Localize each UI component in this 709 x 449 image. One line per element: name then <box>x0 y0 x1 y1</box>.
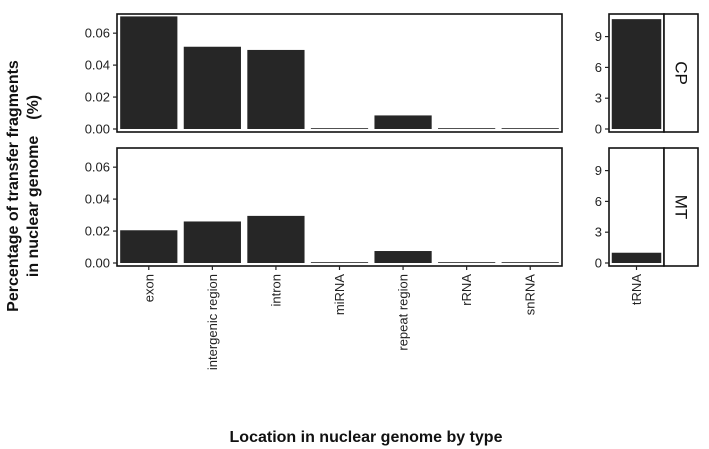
y-tick-label: 0.06 <box>85 26 110 41</box>
bar-cp-intergenic-region <box>183 46 241 129</box>
bar-mt-exon <box>120 230 178 263</box>
x-tick-label: intergenic region <box>205 274 220 370</box>
facet-strip-cp <box>663 13 699 133</box>
y-tick-label: 0.02 <box>85 224 110 239</box>
y-tick-label: 6 <box>595 60 602 75</box>
chart-panels <box>116 13 665 267</box>
bar-mt-miRNA <box>310 262 369 263</box>
y-tick-label: 3 <box>595 91 602 106</box>
x-tick-label: intron <box>268 274 283 307</box>
bar-mt-intron <box>247 215 305 263</box>
bar-cp-exon <box>120 16 178 129</box>
bar-mt-intergenic-region <box>183 221 241 263</box>
bar-mt-tRNA <box>611 252 662 263</box>
bar-mt-repeat-region <box>374 251 432 263</box>
y-tick-label: 0.04 <box>85 192 110 207</box>
bar-cp-rRNA <box>438 128 496 129</box>
x-axis-title: Location in nuclear genome by type <box>230 429 503 446</box>
bar-cp-tRNA <box>611 19 662 130</box>
facet-strip-label: CP <box>672 61 691 85</box>
y-axis-title-line1: Percentage of transfer fragments <box>5 60 22 312</box>
bar-cp-repeat-region <box>374 115 432 129</box>
bar-cp-intron <box>247 49 305 129</box>
y-tick-label: 0.02 <box>85 90 110 105</box>
y-axis-title-line2: in nuclear genome (%) <box>25 95 42 277</box>
x-tick-label: miRNA <box>332 274 347 315</box>
x-tick-label: exon <box>141 274 156 302</box>
bar-mt-snRNA <box>501 262 559 263</box>
bar-mt-rRNA <box>438 262 496 263</box>
x-tick-label: snRNA <box>523 274 538 316</box>
facet-strips: CP MT <box>663 13 699 267</box>
facet-strip-mt <box>663 147 699 267</box>
y-tick-label: 0 <box>595 256 602 271</box>
panel-border <box>608 147 665 267</box>
y-tick-label: 0 <box>595 122 602 137</box>
axis-ticks: 0.00 0.02 0.04 0.06 0 3 6 9 0.00 0.02 0.04 0.06 0 3 6 9 <box>85 26 609 271</box>
panel-border <box>116 13 563 133</box>
y-tick-label: 9 <box>595 163 602 178</box>
bar-cp-snRNA <box>501 128 559 129</box>
y-tick-label: 0.04 <box>85 58 110 73</box>
x-tick-label: rRNA <box>459 274 474 306</box>
y-tick-label: 9 <box>595 29 602 44</box>
x-tick-labels: exon intergenic region intron miRNA repeat r… <box>141 266 644 370</box>
bar-cp-miRNA <box>310 128 369 129</box>
y-tick-label: 6 <box>595 194 602 209</box>
x-tick-label: tRNA <box>629 274 644 305</box>
y-tick-label: 0.00 <box>85 122 110 137</box>
y-tick-label: 3 <box>595 225 602 240</box>
x-tick-label: repeat region <box>396 274 411 351</box>
y-tick-label: 0.00 <box>85 256 110 271</box>
facet-strip-label: MT <box>672 195 691 220</box>
y-tick-label: 0.06 <box>85 160 110 175</box>
